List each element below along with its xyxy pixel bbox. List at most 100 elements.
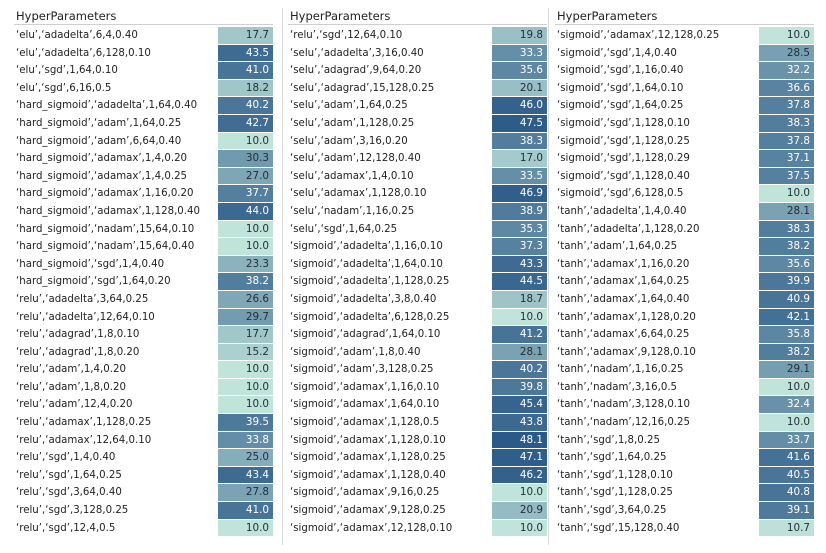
row-label: ‘tanh’,‘sgd’,1,64,0.25 bbox=[557, 452, 667, 464]
row-label: ‘hard_sigmoid’,‘adam’,1,64,0.25 bbox=[16, 117, 182, 129]
row-label: ‘tanh’,‘adamax’,6,64,0.25 bbox=[557, 329, 690, 341]
table-row: ‘sigmoid’,‘adamax’,1,128,0.25 47.1 bbox=[288, 449, 547, 467]
table-row: ‘sigmoid’,‘adamax’,9,16,0.25 10.0 bbox=[288, 484, 547, 503]
value-cell: 48.1 bbox=[492, 431, 547, 450]
value-cell: 40.5 bbox=[759, 466, 814, 485]
value-cell: 17.0 bbox=[492, 150, 547, 168]
row-label: ‘selu’,‘adamax’,1,128,0.10 bbox=[290, 188, 427, 200]
row-label: ‘relu’,‘adamax’,1,128,0.25 bbox=[16, 417, 152, 429]
table-row: ‘sigmoid’,‘adamax’,12,128,0.10 10.0 bbox=[288, 519, 547, 538]
row-label: ‘tanh’,‘nadam’,3,128,0.10 bbox=[557, 399, 690, 411]
value-cell: 33.8 bbox=[218, 431, 273, 450]
row-label: ‘tanh’,‘adamax’,1,64,0.40 bbox=[557, 293, 690, 305]
row-label: ‘relu’,‘adagrad’,1,8,0.20 bbox=[16, 346, 140, 358]
table-row: ‘selu’,‘adam’,1,64,0.25 46.0 bbox=[288, 97, 547, 115]
table-row: ‘sigmoid’,‘adamax’,1,16,0.10 39.8 bbox=[288, 378, 547, 397]
value-cell: 17.7 bbox=[218, 27, 273, 45]
row-label: ‘elu’,‘sgd’,1,64,0.10 bbox=[16, 65, 118, 77]
table-row: ‘relu’,‘adadelta’,3,64,0.25 26.6 bbox=[14, 290, 273, 309]
row-label: ‘sigmoid’,‘adamax’,1,16,0.10 bbox=[290, 381, 440, 393]
table-row: ‘hard_sigmoid’,‘nadam’,15,64,0.10 10.0 bbox=[14, 220, 273, 239]
table-row: ‘sigmoid’,‘adamax’,1,128,0.40 46.2 bbox=[288, 466, 547, 485]
table-row: ‘selu’,‘adagrad’,15,128,0.25 20.1 bbox=[288, 79, 547, 98]
row-label: ‘tanh’,‘sgd’,15,128,0.40 bbox=[557, 522, 680, 534]
table-row: ‘tanh’,‘nadam’,3,128,0.10 32.4 bbox=[555, 396, 814, 415]
table-row: ‘tanh’,‘adamax’,1,16,0.20 35.6 bbox=[555, 255, 814, 274]
row-label: ‘selu’,‘adam’,1,64,0.25 bbox=[290, 100, 408, 112]
table-rows: ‘relu’,‘sgd’,12,64,0.10 19.8 ‘selu’,‘adade… bbox=[288, 27, 547, 538]
row-label: ‘hard_sigmoid’,‘adamax’,1,4,0.20 bbox=[16, 153, 188, 165]
table-row: ‘tanh’,‘adamax’,1,64,0.40 40.9 bbox=[555, 290, 814, 309]
value-cell: 33.3 bbox=[492, 44, 547, 63]
row-label: ‘hard_sigmoid’,‘adam’,6,64,0.40 bbox=[16, 135, 182, 147]
value-cell: 10.0 bbox=[218, 238, 273, 256]
value-cell: 19.8 bbox=[492, 27, 547, 45]
row-label: ‘selu’,‘adam’,3,16,0.20 bbox=[290, 135, 408, 147]
value-cell: 38.3 bbox=[759, 114, 814, 133]
value-cell: 42.1 bbox=[759, 308, 814, 327]
row-label: ‘sigmoid’,‘adamax’,1,128,0.10 bbox=[290, 434, 446, 446]
table-row: ‘sigmoid’,‘adadelta’,1,128,0.25 44.5 bbox=[288, 273, 547, 291]
value-cell: 46.9 bbox=[492, 185, 547, 203]
table-row: ‘hard_sigmoid’,‘adadelta’,1,64,0.40 40.2 bbox=[14, 97, 273, 115]
table-row: ‘selu’,‘nadam’,1,16,0.25 38.9 bbox=[288, 202, 547, 221]
row-label: ‘hard_sigmoid’,‘adamax’,1,4,0.25 bbox=[16, 170, 188, 182]
value-cell: 40.2 bbox=[218, 97, 273, 115]
table-row: ‘elu’,‘adadelta’,6,128,0.10 43.5 bbox=[14, 44, 273, 63]
value-cell: 41.0 bbox=[218, 62, 273, 80]
row-label: ‘relu’,‘sgd’,1,4,0.40 bbox=[16, 452, 116, 464]
row-label: ‘tanh’,‘adamax’,1,64,0.25 bbox=[557, 276, 690, 288]
value-cell: 38.2 bbox=[218, 273, 273, 291]
value-cell: 18.7 bbox=[492, 290, 547, 309]
row-label: ‘tanh’,‘sgd’,3,64,0.25 bbox=[557, 505, 667, 517]
table-row: ‘selu’,‘adadelta’,3,16,0.40 33.3 bbox=[288, 44, 547, 63]
value-cell: 17.7 bbox=[218, 326, 273, 344]
table-row: ‘hard_sigmoid’,‘sgd’,1,4,0.40 23.3 bbox=[14, 255, 273, 274]
row-label: ‘tanh’,‘sgd’,1,128,0.25 bbox=[557, 487, 673, 499]
value-cell: 42.7 bbox=[218, 114, 273, 133]
value-cell: 10.0 bbox=[218, 396, 273, 415]
row-label: ‘sigmoid’,‘sgd’,1,4,0.40 bbox=[557, 47, 677, 59]
value-cell: 43.3 bbox=[492, 255, 547, 274]
table-row: ‘sigmoid’,‘sgd’,1,128,0.25 37.8 bbox=[555, 132, 814, 151]
value-cell: 10.0 bbox=[759, 185, 814, 203]
table-row: ‘tanh’,‘adam’,1,64,0.25 38.2 bbox=[555, 238, 814, 256]
row-label: ‘sigmoid’,‘sgd’,1,64,0.25 bbox=[557, 100, 684, 112]
row-label: ‘hard_sigmoid’,‘sgd’,1,4,0.40 bbox=[16, 258, 165, 270]
table-row: ‘sigmoid’,‘sgd’,1,64,0.10 36.6 bbox=[555, 79, 814, 98]
value-cell: 32.2 bbox=[759, 62, 814, 80]
value-cell: 33.5 bbox=[492, 167, 547, 186]
table-row: ‘hard_sigmoid’,‘nadam’,15,64,0.40 10.0 bbox=[14, 238, 273, 256]
row-label: ‘hard_sigmoid’,‘nadam’,15,64,0.40 bbox=[16, 241, 195, 253]
table-row: ‘sigmoid’,‘sgd’,1,16,0.40 32.2 bbox=[555, 62, 814, 80]
table-row: ‘tanh’,‘adadelta’,1,128,0.20 38.3 bbox=[555, 220, 814, 239]
table-row: ‘tanh’,‘sgd’,3,64,0.25 39.1 bbox=[555, 502, 814, 520]
table-row: ‘sigmoid’,‘adamax’,9,128,0.25 20.9 bbox=[288, 502, 547, 520]
value-cell: 18.2 bbox=[218, 79, 273, 98]
row-label: ‘sigmoid’,‘sgd’,1,16,0.40 bbox=[557, 65, 684, 77]
value-cell: 38.2 bbox=[759, 238, 814, 256]
table-row: ‘tanh’,‘adamax’,6,64,0.25 35.8 bbox=[555, 326, 814, 344]
table-row: ‘elu’,‘sgd’,1,64,0.10 41.0 bbox=[14, 62, 273, 80]
value-cell: 41.2 bbox=[492, 326, 547, 344]
value-cell: 46.2 bbox=[492, 466, 547, 485]
row-label: ‘relu’,‘sgd’,12,4,0.5 bbox=[16, 522, 116, 534]
row-label: ‘sigmoid’,‘adamax’,9,128,0.25 bbox=[290, 505, 446, 517]
table-row: ‘relu’,‘sgd’,3,64,0.40 27.8 bbox=[14, 484, 273, 503]
table-row: ‘sigmoid’,‘sgd’,1,4,0.40 28.5 bbox=[555, 44, 814, 63]
table-row: ‘tanh’,‘nadam’,12,16,0.25 10.0 bbox=[555, 414, 814, 432]
table-row: ‘relu’,‘sgd’,1,4,0.40 25.0 bbox=[14, 449, 273, 467]
value-cell: 10.0 bbox=[759, 378, 814, 397]
table-row: ‘sigmoid’,‘adamax’,12,128,0.25 10.0 bbox=[555, 27, 814, 45]
value-cell: 39.8 bbox=[492, 378, 547, 397]
value-cell: 40.9 bbox=[759, 290, 814, 309]
value-cell: 32.4 bbox=[759, 396, 814, 415]
table-row: ‘sigmoid’,‘adadelta’,3,8,0.40 18.7 bbox=[288, 290, 547, 309]
table-row: ‘sigmoid’,‘adagrad’,1,64,0.10 41.2 bbox=[288, 326, 547, 344]
row-label: ‘sigmoid’,‘adamax’,1,128,0.5 bbox=[290, 417, 440, 429]
row-label: ‘elu’,‘adadelta’,6,4,0.40 bbox=[16, 30, 138, 41]
row-label: ‘sigmoid’,‘adam’,1,8,0.40 bbox=[290, 346, 421, 358]
table-rows: ‘elu’,‘adadelta’,6,4,0.40 17.7 ‘elu’,‘adad… bbox=[14, 27, 273, 538]
value-cell: 37.8 bbox=[759, 132, 814, 151]
row-label: ‘sigmoid’,‘adadelta’,1,16,0.10 bbox=[290, 241, 443, 253]
